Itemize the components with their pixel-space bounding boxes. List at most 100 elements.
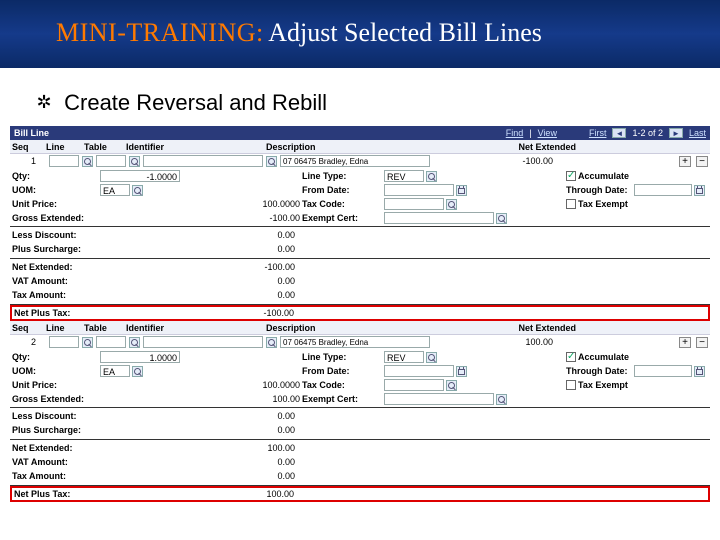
identifier-lookup-icon[interactable] — [266, 156, 277, 167]
fromdate-calendar-icon-2[interactable] — [456, 366, 467, 377]
totals-block-2: Net Extended:100.00 VAT Amount:0.00 Tax … — [10, 439, 710, 485]
description-input-2[interactable]: 07 06475 Bradley, Edna — [280, 336, 430, 348]
add-row-button-2[interactable]: + — [679, 337, 691, 348]
lessdisc-value-2: 0.00 — [115, 411, 295, 421]
line-input[interactable] — [49, 155, 79, 167]
exemptcert-lookup-icon-2[interactable] — [496, 394, 507, 405]
lbl-netplustax: Net Plus Tax: — [14, 308, 114, 318]
range-text: 1-2 of 2 — [632, 128, 663, 138]
taxexempt-checkbox[interactable] — [566, 199, 576, 209]
column-header-row-2: Seq Line Table Identifier Description Ne… — [10, 321, 710, 335]
lbl-vat-2: VAT Amount: — [12, 457, 112, 467]
col-identifier: Identifier — [126, 142, 266, 152]
linetype-input-2[interactable]: REV — [384, 351, 424, 363]
linetype-lookup-icon-2[interactable] — [426, 352, 437, 363]
netplustax-value-2: 100.00 — [114, 489, 294, 499]
identifier-input[interactable] — [143, 155, 263, 167]
tax-value-2: 0.00 — [115, 471, 295, 481]
taxcode-lookup-icon-2[interactable] — [446, 380, 457, 391]
lbl-vat: VAT Amount: — [12, 276, 112, 286]
col-identifier-2: Identifier — [126, 323, 266, 333]
table-lookup-icon[interactable] — [129, 156, 140, 167]
accumulate-checkbox-2[interactable] — [566, 352, 576, 362]
uom-lookup-icon-2[interactable] — [132, 366, 143, 377]
taxcode-input[interactable] — [384, 198, 444, 210]
accumulate-checkbox[interactable] — [566, 171, 576, 181]
bill-line-panel: Bill Line Find | View First ◄ 1-2 of 2 ►… — [10, 126, 710, 502]
throughdate-input-2[interactable] — [634, 365, 692, 377]
lbl-throughdate: Through Date: — [566, 185, 628, 195]
lbl-grossext: Gross Extended: — [12, 213, 84, 223]
exemptcert-input-2[interactable] — [384, 393, 494, 405]
taxexempt-checkbox-2[interactable] — [566, 380, 576, 390]
unitprice-value-2: 100.0000 — [190, 380, 300, 390]
lbl-uom-2: UOM: — [12, 366, 36, 376]
identifier-lookup-icon-2[interactable] — [266, 337, 277, 348]
subheader-text: Create Reversal and Rebill — [64, 90, 327, 115]
last-link[interactable]: Last — [689, 128, 706, 138]
throughdate-input[interactable] — [634, 184, 692, 196]
linetype-input[interactable]: REV — [384, 170, 424, 182]
lbl-linetype: Line Type: — [302, 171, 346, 181]
lbl-plussur: Plus Surcharge: — [12, 244, 112, 254]
lessdisc-value: 0.00 — [115, 230, 295, 240]
fromdate-input[interactable] — [384, 184, 454, 196]
lbl-grossext-2: Gross Extended: — [12, 394, 84, 404]
prev-icon[interactable]: ◄ — [612, 128, 626, 138]
lbl-taxcode-2: Tax Code: — [302, 380, 345, 390]
delete-row-button[interactable]: − — [696, 156, 708, 167]
linetype-lookup-icon[interactable] — [426, 171, 437, 182]
lbl-tax-2: Tax Amount: — [12, 471, 112, 481]
seq-value: 1 — [12, 156, 46, 166]
net-ext-value: -100.00 — [433, 156, 553, 166]
view-link[interactable]: View — [538, 128, 557, 138]
exemptcert-input[interactable] — [384, 212, 494, 224]
add-row-button[interactable]: + — [679, 156, 691, 167]
line-input-2[interactable] — [49, 336, 79, 348]
identifier-input-2[interactable] — [143, 336, 263, 348]
uom-input-2[interactable]: EA — [100, 365, 130, 377]
line-lookup-icon[interactable] — [82, 156, 93, 167]
fromdate-input-2[interactable] — [384, 365, 454, 377]
netextended-value: -100.00 — [115, 262, 295, 272]
qty-input-2[interactable]: 1.0000 — [100, 351, 180, 363]
uom-lookup-icon[interactable] — [132, 185, 143, 196]
taxcode-input-2[interactable] — [384, 379, 444, 391]
lbl-taxexempt-2: Tax Exempt — [578, 380, 628, 390]
qty-input[interactable]: -1.0000 — [100, 170, 180, 182]
col-seq-2: Seq — [12, 323, 46, 333]
col-table-2: Table — [84, 323, 126, 333]
description-input[interactable]: 07 06475 Bradley, Edna — [280, 155, 430, 167]
find-link[interactable]: Find — [506, 128, 524, 138]
lbl-qty: Qty: — [12, 171, 30, 181]
table-input-2[interactable] — [96, 336, 126, 348]
table-lookup-icon-2[interactable] — [129, 337, 140, 348]
grossext-value-2: 100.00 — [190, 394, 300, 404]
exemptcert-lookup-icon[interactable] — [496, 213, 507, 224]
title-prefix: MINI-TRAINING: — [56, 18, 264, 47]
uom-input[interactable]: EA — [100, 184, 130, 196]
first-link[interactable]: First — [589, 128, 607, 138]
lbl-linetype-2: Line Type: — [302, 352, 346, 362]
table-input[interactable] — [96, 155, 126, 167]
netplustax-block-2: Net Plus Tax: 100.00 — [10, 485, 710, 502]
vat-value-2: 0.00 — [115, 457, 295, 467]
netextended-value-2: 100.00 — [115, 443, 295, 453]
next-icon[interactable]: ► — [669, 128, 683, 138]
lbl-fromdate-2: From Date: — [302, 366, 350, 376]
netplustax-block: Net Plus Tax: -100.00 — [10, 304, 710, 321]
line-lookup-icon-2[interactable] — [82, 337, 93, 348]
taxcode-lookup-icon[interactable] — [446, 199, 457, 210]
fromdate-calendar-icon[interactable] — [456, 185, 467, 196]
delete-row-button-2[interactable]: − — [696, 337, 708, 348]
netplustax-highlight-2: Net Plus Tax: 100.00 — [10, 486, 710, 502]
lbl-unitprice-2: Unit Price: — [12, 380, 57, 390]
title-band: MINI-TRAINING: Adjust Selected Bill Line… — [0, 0, 720, 68]
subheader: ✲ Create Reversal and Rebill — [0, 68, 720, 126]
throughdate-calendar-icon[interactable] — [694, 185, 705, 196]
discount-block: Less Discount:0.00 Plus Surcharge:0.00 — [10, 226, 710, 258]
throughdate-calendar-icon-2[interactable] — [694, 366, 705, 377]
lbl-uom: UOM: — [12, 185, 36, 195]
net-ext-value-2: 100.00 — [433, 337, 553, 347]
lbl-accumulate: Accumulate — [578, 171, 629, 181]
